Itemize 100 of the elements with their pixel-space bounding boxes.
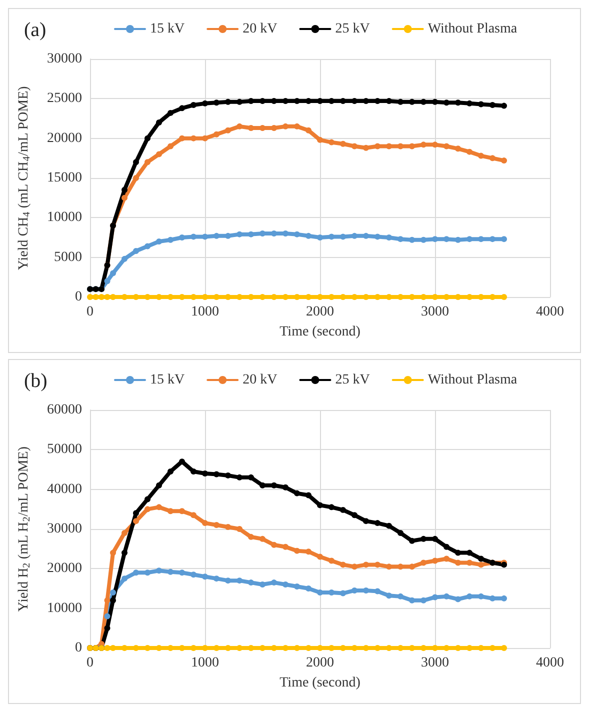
point — [317, 645, 323, 651]
point — [179, 645, 185, 651]
point — [352, 98, 358, 104]
point — [478, 236, 484, 242]
point — [328, 234, 334, 240]
point — [282, 544, 288, 550]
point — [133, 294, 139, 300]
point — [478, 152, 484, 159]
point — [248, 474, 254, 480]
y-tick-label: 10000 — [47, 600, 82, 616]
point — [225, 98, 231, 105]
point — [466, 593, 472, 600]
point — [144, 645, 150, 651]
point — [225, 294, 231, 300]
x-tick-label: 4000 — [536, 304, 564, 320]
point — [87, 294, 93, 300]
point — [236, 526, 242, 532]
point — [179, 105, 185, 112]
point — [455, 645, 461, 651]
point — [398, 593, 404, 600]
point — [363, 98, 369, 104]
point — [122, 576, 128, 582]
point — [294, 490, 300, 496]
point — [133, 645, 139, 651]
point — [317, 554, 323, 560]
x-tick-label: 3000 — [421, 304, 449, 320]
x-tick-label: 1000 — [191, 656, 219, 670]
point — [398, 143, 404, 150]
point — [306, 98, 312, 104]
y-tick-label: 15000 — [47, 170, 82, 186]
point — [282, 98, 288, 104]
point — [490, 595, 496, 602]
point — [168, 143, 174, 150]
point — [190, 645, 196, 651]
point — [374, 234, 380, 240]
point — [340, 645, 346, 651]
point — [374, 562, 380, 568]
point — [202, 234, 208, 240]
point — [104, 625, 110, 632]
point — [352, 645, 358, 651]
point — [409, 538, 415, 544]
point — [260, 582, 266, 588]
point — [386, 294, 392, 300]
point — [432, 236, 438, 242]
point — [294, 584, 300, 590]
point — [110, 270, 116, 276]
legend-label: Without Plasma — [428, 22, 518, 36]
point — [168, 568, 174, 575]
point — [490, 155, 496, 162]
point — [455, 146, 461, 152]
point — [236, 231, 242, 238]
point — [478, 645, 484, 651]
point — [294, 294, 300, 300]
point — [236, 123, 242, 130]
point — [444, 645, 450, 651]
point — [363, 562, 369, 568]
point — [271, 98, 277, 104]
point — [432, 594, 438, 600]
y-axis-title: Yield H2 (mL H2/mL POME) — [16, 446, 32, 612]
point — [420, 142, 426, 148]
point — [144, 506, 150, 512]
y-tick-label: 50000 — [47, 442, 82, 458]
point — [133, 570, 139, 576]
point — [398, 98, 404, 105]
point — [420, 98, 426, 105]
point — [260, 125, 266, 132]
point — [144, 570, 150, 576]
point — [225, 578, 231, 584]
point — [306, 548, 312, 555]
point — [202, 100, 208, 106]
point — [190, 468, 196, 474]
point — [122, 530, 128, 536]
point — [179, 508, 185, 514]
point — [236, 98, 242, 105]
point — [202, 520, 208, 526]
point — [340, 294, 346, 300]
point — [328, 294, 334, 300]
point — [110, 645, 116, 651]
point — [501, 102, 507, 109]
point — [225, 472, 231, 478]
point — [363, 294, 369, 300]
point — [432, 294, 438, 300]
point — [398, 645, 404, 651]
point — [236, 578, 242, 584]
point — [444, 544, 450, 550]
point — [317, 136, 323, 143]
point — [156, 504, 162, 510]
point — [294, 231, 300, 238]
point — [294, 548, 300, 554]
point — [168, 236, 174, 243]
point — [122, 550, 128, 556]
point — [328, 645, 334, 651]
point — [363, 518, 369, 524]
point — [144, 135, 150, 142]
point — [248, 534, 254, 540]
legend-label: 25 kV — [335, 372, 370, 388]
point — [444, 294, 450, 300]
point — [432, 142, 438, 148]
point — [225, 524, 231, 530]
point — [501, 595, 507, 602]
